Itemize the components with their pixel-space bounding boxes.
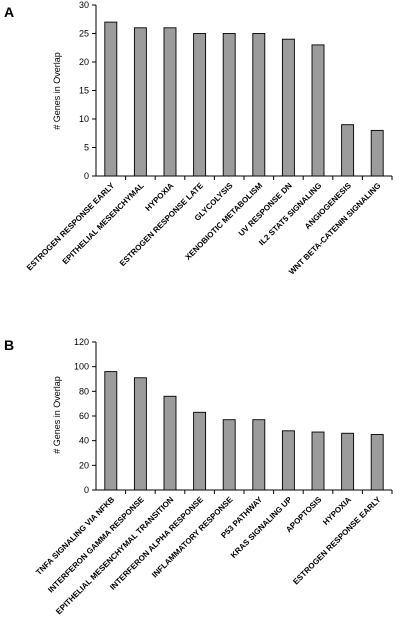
panel-b-bar bbox=[193, 411, 207, 491]
panel-a-y-tick-label: 0 bbox=[84, 171, 89, 181]
panel-b-bar bbox=[281, 430, 295, 491]
panel-a-bar bbox=[370, 129, 384, 177]
panel-b-category-label: EPITHELIAL MESENCHYMAL TRANSITION bbox=[54, 495, 175, 616]
panel-a-label: A bbox=[4, 4, 14, 20]
panel-b-chart: B # Genes in Overlap 020406080100120TNFA… bbox=[4, 337, 393, 616]
panel-b-bar bbox=[104, 371, 118, 491]
panel-b-bar bbox=[222, 419, 236, 491]
panel-a-y-tick-label: 5 bbox=[84, 143, 89, 153]
panel-b-y-tick-label: 80 bbox=[79, 386, 89, 396]
panel-b-bar bbox=[133, 377, 147, 491]
panel-a-bar bbox=[281, 38, 295, 177]
panel-a-bar bbox=[222, 33, 236, 177]
panel-a-category-label: UV RESPONSE DN bbox=[237, 181, 294, 238]
panel-b-y-tick-label: 100 bbox=[74, 362, 89, 372]
panel-a-y-tick-label: 30 bbox=[79, 0, 89, 10]
panel-a-bar bbox=[163, 27, 177, 177]
panel-b-y-tick-label: 120 bbox=[74, 337, 89, 347]
panel-a-y-tick-label: 25 bbox=[79, 29, 89, 39]
panel-a-chart: A # Genes in Overlap 051015202530ESTROGE… bbox=[4, 0, 393, 276]
panel-a-bar bbox=[193, 33, 207, 177]
panel-b-y-tick-label: 60 bbox=[79, 411, 89, 421]
panel-b-bar bbox=[311, 431, 325, 491]
panel-b-y-tick-label: 0 bbox=[84, 485, 89, 495]
panel-b-bar bbox=[341, 432, 355, 491]
panel-a-y-tick-label: 10 bbox=[79, 114, 89, 124]
panel-b-bar bbox=[370, 434, 384, 491]
panel-a-bar bbox=[311, 44, 325, 177]
panel-a-y-axis-label: # Genes in Overlap bbox=[52, 52, 62, 130]
panel-a-bar bbox=[341, 124, 355, 177]
panel-a-y-tick-label: 15 bbox=[79, 86, 89, 96]
panel-a-bar bbox=[133, 27, 147, 177]
panel-b-y-axis-label: # Genes in Overlap bbox=[52, 376, 62, 454]
panel-a-bar bbox=[252, 33, 266, 177]
panel-b-bar bbox=[163, 395, 177, 491]
panel-b-y-tick-label: 40 bbox=[79, 436, 89, 446]
panel-a-bar bbox=[104, 21, 118, 177]
panel-a-y-tick-label: 20 bbox=[79, 57, 89, 67]
panel-b-y-tick-label: 20 bbox=[79, 460, 89, 470]
panel-b-label: B bbox=[4, 337, 14, 353]
panel-b-bar bbox=[252, 419, 266, 491]
